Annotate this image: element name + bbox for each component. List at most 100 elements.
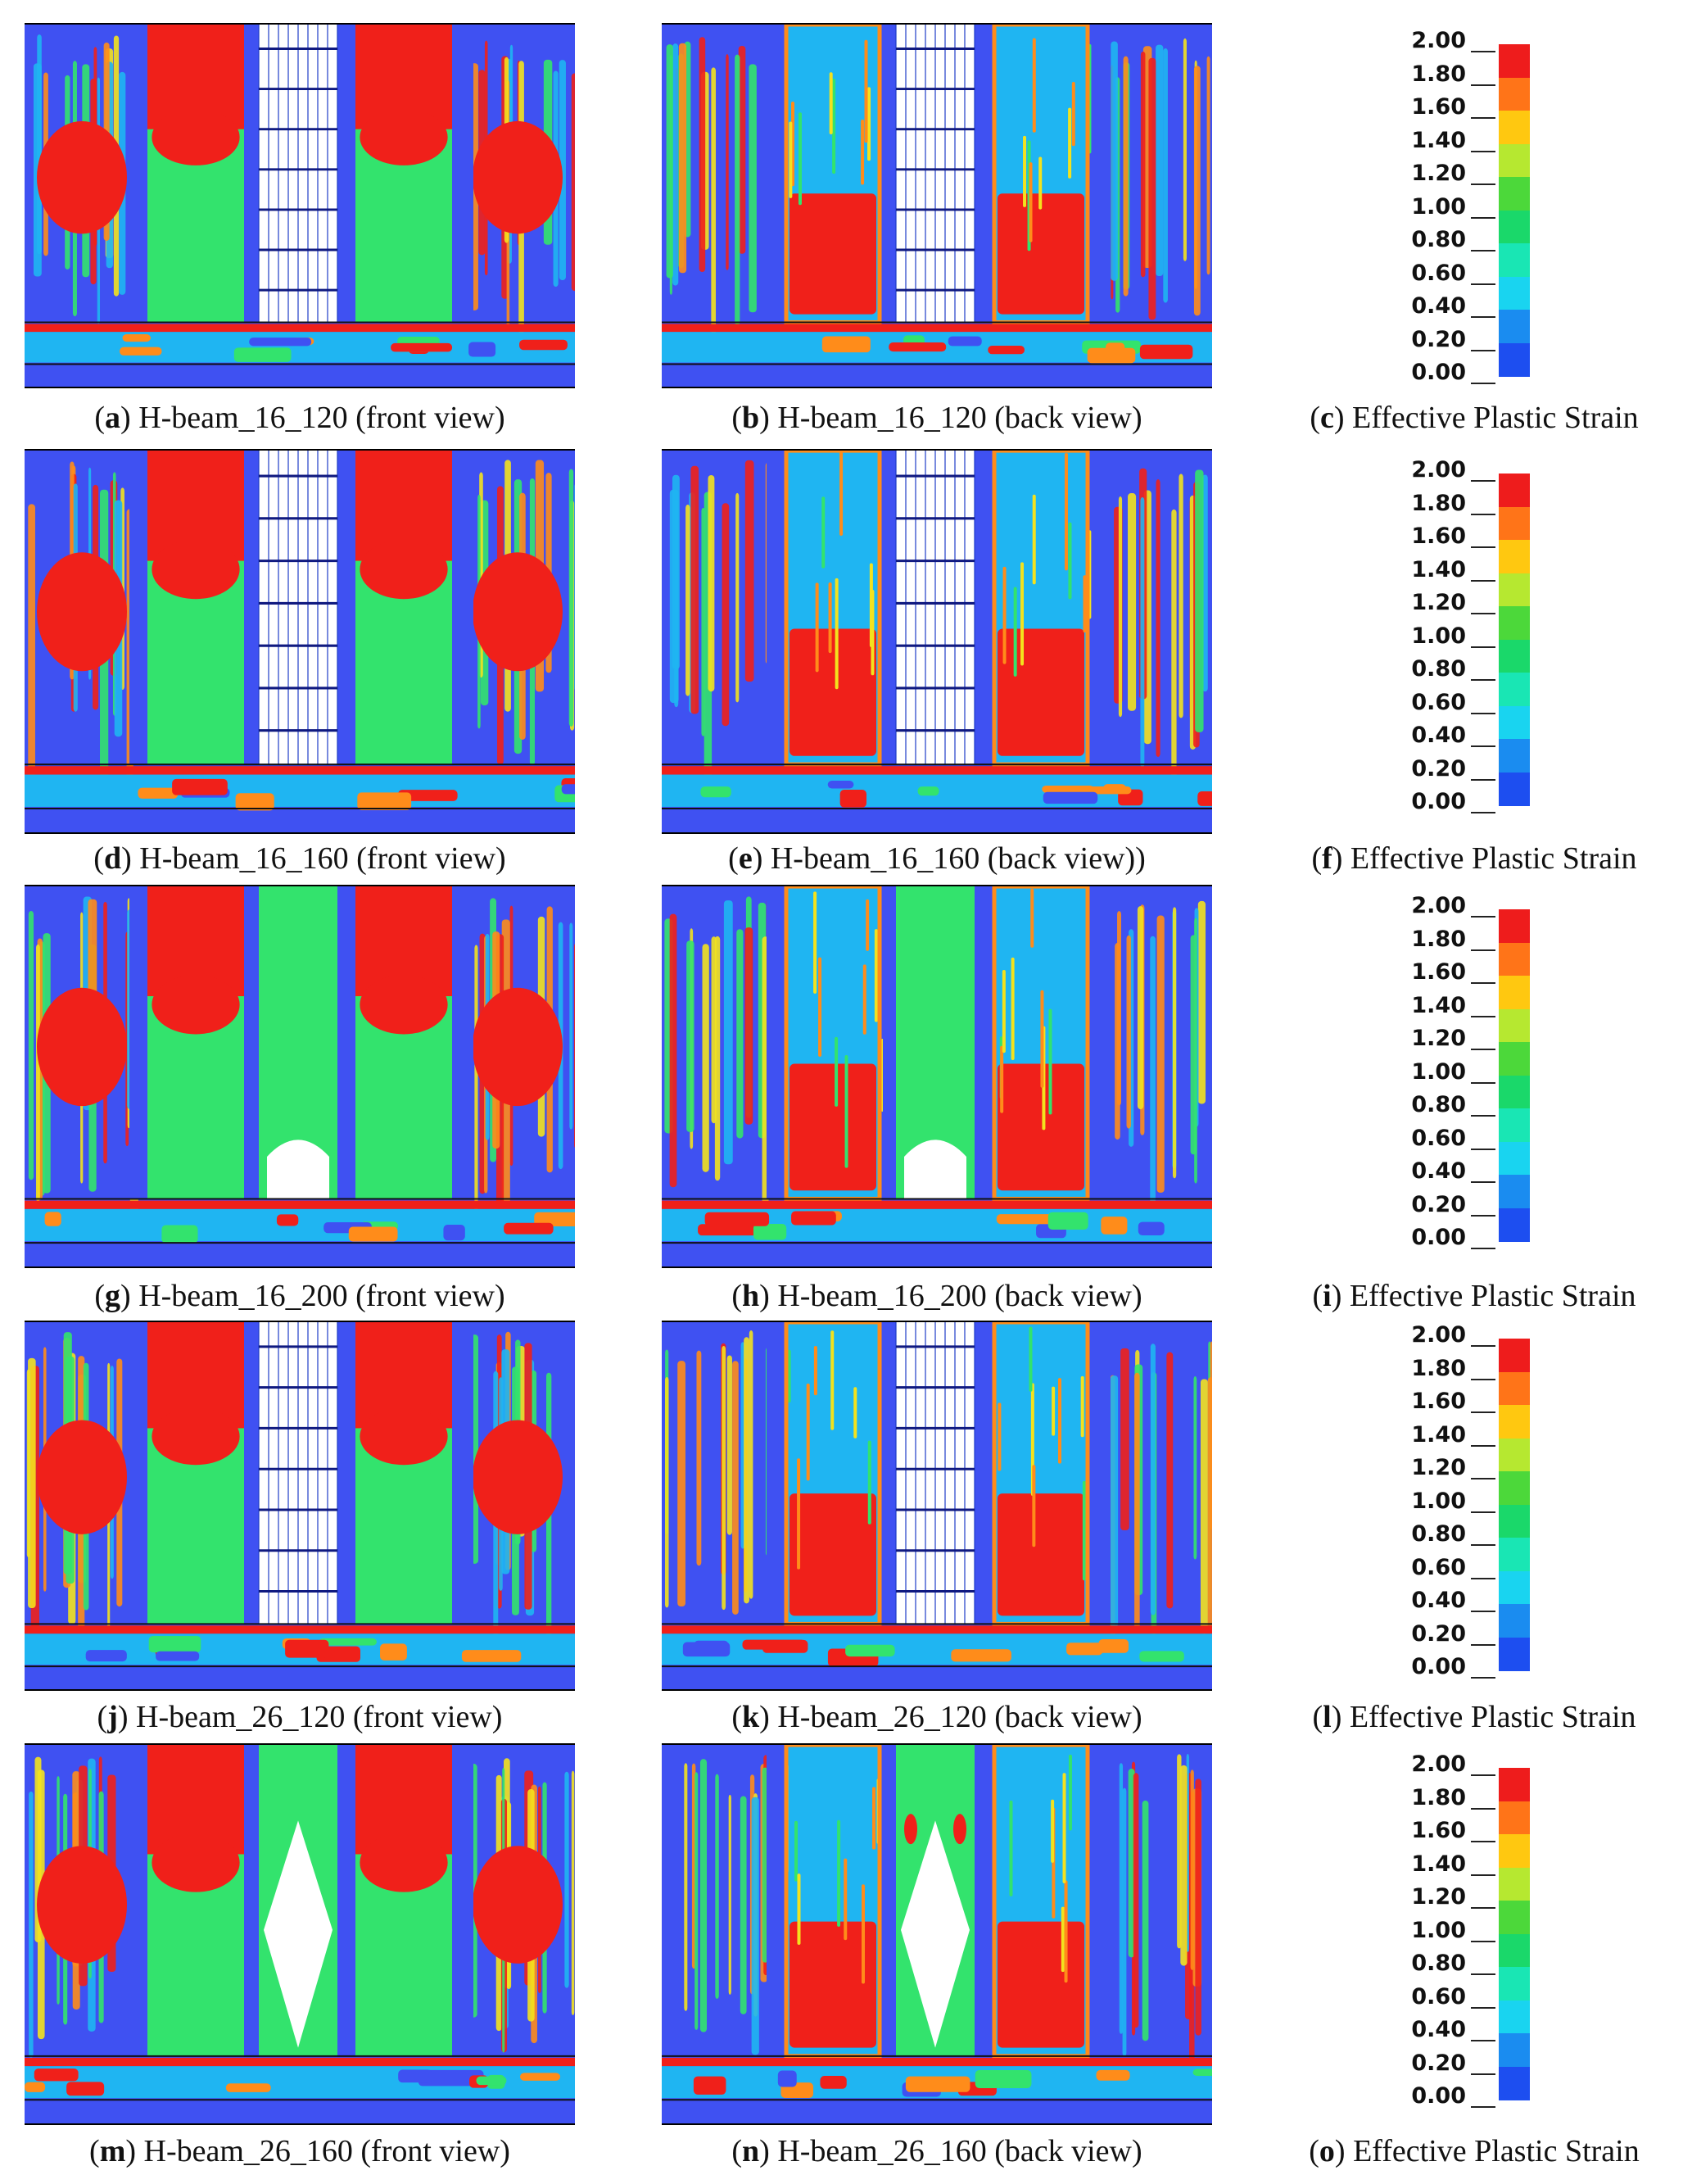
scale-tick-mark xyxy=(1471,1049,1495,1050)
high-strain-zone xyxy=(37,1846,127,1964)
strain-streak xyxy=(872,1787,876,1850)
h-beam-column xyxy=(460,25,473,323)
strain-streak xyxy=(998,1402,1002,1471)
scale-tick-mark xyxy=(1471,982,1495,984)
strain-streak xyxy=(1057,1378,1061,1464)
slab-strain-zone xyxy=(44,1212,61,1226)
strain-streak xyxy=(1195,1778,1201,2036)
strain-streak xyxy=(26,1369,30,1558)
scale-tick-mark xyxy=(1471,480,1495,482)
central-opening xyxy=(267,1140,329,1199)
h-beam-column xyxy=(767,1745,780,2056)
scale-color-band xyxy=(1499,2000,1530,2034)
contour-plot xyxy=(25,1745,575,2123)
h-beam-column xyxy=(767,886,780,1199)
legend-c: 2.00 1.80 1.60 1.40 1.20 1.00 0.80 0.60 0.40 0.20… xyxy=(1384,29,1564,385)
scale-color-band xyxy=(1499,1008,1530,1043)
caption-b: (b) H-beam_16_120 (back view) xyxy=(731,401,1142,435)
strain-streak xyxy=(1180,1765,1188,1966)
h-beam-column xyxy=(337,451,351,765)
strain-streak xyxy=(732,1361,739,1615)
strain-streak xyxy=(28,911,34,1180)
scale-color-band xyxy=(1499,1637,1530,1671)
scale-tick-mark xyxy=(1471,1940,1495,1942)
contour-plot xyxy=(662,25,1212,387)
strain-streak xyxy=(861,119,865,185)
scale-tick-label: 0.00 xyxy=(1411,1654,1466,1679)
strain-streak xyxy=(829,72,833,134)
high-strain-zone xyxy=(998,1921,1084,2048)
scale-tick-mark xyxy=(1471,150,1495,152)
scale-tick-label: 0.40 xyxy=(1411,723,1466,748)
high-strain-zone xyxy=(152,1407,240,1466)
high-strain-zone xyxy=(37,987,127,1107)
slab-strain-zone xyxy=(461,1650,522,1662)
strain-streak xyxy=(1061,1906,1065,1973)
slab-strain-zone xyxy=(889,342,947,352)
slab-strain-zone xyxy=(996,1214,1053,1225)
contour-plot xyxy=(662,1322,1212,1689)
scale-tick-mark xyxy=(1471,1907,1495,1909)
high-strain-zone xyxy=(473,552,563,672)
strain-streak xyxy=(684,1763,688,2011)
scale-color-band xyxy=(1499,1042,1530,1076)
scale-tick-label: 0.40 xyxy=(1411,293,1466,319)
legend-l: 2.00 1.80 1.60 1.40 1.20 1.00 0.80 0.60 0.40 0.20… xyxy=(1384,1323,1564,1679)
color-scale-bar xyxy=(1499,1339,1530,1671)
panel-m xyxy=(25,1743,575,2125)
strain-streak xyxy=(1118,496,1123,718)
scale-tick-mark xyxy=(1471,316,1495,318)
h-beam-column xyxy=(975,451,988,765)
scale-tick-label: 1.40 xyxy=(1411,556,1466,582)
strain-streak xyxy=(28,504,35,779)
slab-strain-zone xyxy=(276,1214,299,1226)
scale-color-band xyxy=(1499,1339,1530,1373)
h-beam-column xyxy=(1097,451,1111,765)
panel-g xyxy=(25,885,575,1268)
strain-streak xyxy=(1038,156,1043,210)
strain-streak xyxy=(1123,56,1129,297)
slab-strain-zone xyxy=(519,339,568,351)
strain-streak xyxy=(787,1349,791,1403)
scale-color-band xyxy=(1499,1933,1530,1968)
slab-band xyxy=(25,766,575,775)
strain-streak xyxy=(1062,1773,1066,1883)
strain-streak xyxy=(669,913,677,1188)
caption-c: (c) Effective Plastic Strain xyxy=(1310,401,1639,435)
strain-streak xyxy=(1207,1377,1212,1629)
scale-tick-mark xyxy=(1471,513,1495,515)
strain-streak xyxy=(1083,575,1087,633)
scale-color-band xyxy=(1499,243,1530,278)
scale-color-band xyxy=(1499,1371,1530,1406)
scale-tick-mark xyxy=(1471,283,1495,285)
h-beam-column xyxy=(129,25,143,323)
strain-streak xyxy=(749,64,757,313)
strain-streak xyxy=(726,1355,732,1535)
strain-streak xyxy=(1202,474,1208,692)
strain-streak xyxy=(1142,1800,1149,2041)
strain-streak xyxy=(1080,1375,1084,1438)
strain-streak xyxy=(699,37,706,272)
strain-streak xyxy=(1023,135,1027,207)
contour-plot xyxy=(25,1322,575,1689)
slab-strain-zone xyxy=(85,1650,127,1662)
strain-streak xyxy=(862,964,866,1035)
strain-streak xyxy=(828,582,832,654)
slab-strain-zone xyxy=(1098,1639,1129,1653)
strain-streak xyxy=(853,1387,857,1439)
scale-tick-label: 0.20 xyxy=(1411,755,1466,782)
slab-strain-zone xyxy=(120,347,162,356)
slab-band xyxy=(25,2057,575,2067)
strain-streak xyxy=(740,1796,747,2014)
slab-strain-zone xyxy=(839,790,866,808)
contour-plot xyxy=(662,451,1212,832)
slab-strain-zone xyxy=(845,1644,895,1657)
slab-band xyxy=(25,324,575,333)
slab-strain-zone xyxy=(468,342,496,357)
scale-tick-mark xyxy=(1471,1345,1495,1347)
scale-color-band xyxy=(1499,772,1530,806)
scale-color-band xyxy=(1499,474,1530,508)
slab-strain-zone xyxy=(777,2070,797,2087)
strain-streak xyxy=(696,1350,702,1566)
h-beam-column xyxy=(337,1322,351,1624)
